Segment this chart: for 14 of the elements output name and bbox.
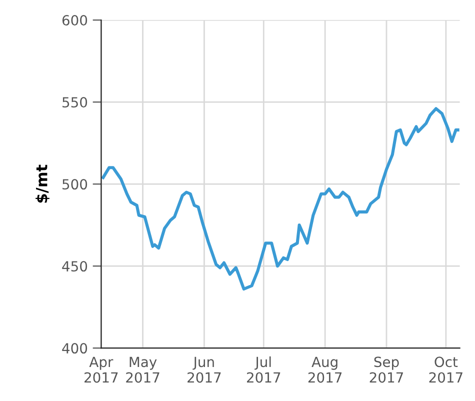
line-series [102,107,460,291]
y-tick-label: 550 [62,97,88,108]
y-tick-label: 600 [62,15,88,26]
y-axis-title: $/mt [36,164,50,203]
y-tick-label: 400 [62,343,88,354]
x-tick-label: Sep 2017 [370,356,403,383]
x-tick-label: May 2017 [126,356,160,383]
y-tick-label: 450 [62,261,88,272]
x-tick-label: Jul 2017 [246,356,280,383]
x-tick-label: Jun 2017 [188,356,221,383]
x-tick-label: Oct 2017 [429,356,462,383]
x-tick-label: Apr 2017 [84,356,118,383]
x-tick-label: Aug 2017 [308,356,342,383]
y-tick-label: 500 [62,179,88,190]
